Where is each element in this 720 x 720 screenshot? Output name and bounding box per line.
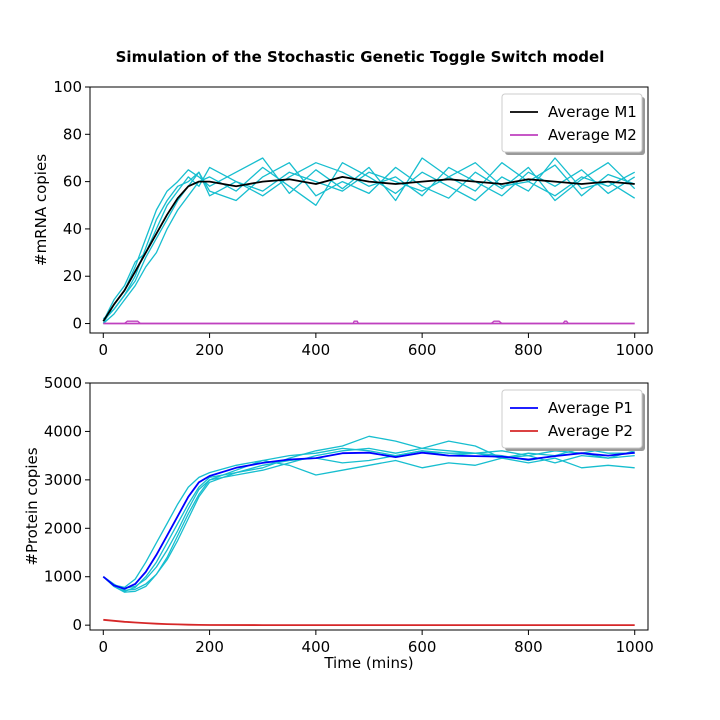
x-axis-label: Time (mins): [323, 654, 413, 672]
series-line-average-p1: [102, 451, 635, 590]
y-tick-label: 4000: [44, 422, 82, 440]
y-tick-label: 0: [72, 616, 82, 634]
legend-box: [501, 389, 643, 449]
legend: Average P1 Average P2: [501, 389, 645, 451]
series-line-replicate-4: [102, 447, 635, 591]
y-tick-label: 40: [63, 220, 82, 238]
x-tick-label: 200: [195, 341, 224, 359]
legend-label: Average P2: [548, 422, 633, 440]
legend-label: Average P1: [548, 399, 633, 417]
x-tick-label: 600: [408, 638, 437, 656]
legend-box: [501, 93, 643, 153]
x-tick-label: 600: [408, 341, 437, 359]
y-tick-label: 3000: [44, 471, 82, 489]
y-tick-label: 5000: [44, 374, 82, 392]
protein-chart: 0 200 400 600 800 1000 0 1000 2000 3000 4000 5000 Ti…: [23, 374, 654, 672]
y-tick-label: 60: [63, 173, 82, 191]
x-tick-label: 1000: [616, 638, 654, 656]
x-tick-label: 400: [302, 638, 331, 656]
y-tick-label: 2000: [44, 519, 82, 537]
x-tick-label: 800: [514, 638, 543, 656]
x-tick-label: 0: [99, 341, 109, 359]
y-tick-label: 80: [63, 125, 82, 143]
y-tick-label: 0: [72, 315, 82, 333]
series-group: [102, 157, 636, 325]
series-line-replicate-2: [102, 435, 635, 592]
series-group: [102, 435, 635, 626]
x-tick-label: 400: [302, 341, 331, 359]
x-tick-label: 1000: [616, 341, 654, 359]
figure-title: Simulation of the Stochastic Genetic Tog…: [116, 48, 605, 66]
x-tick-label: 200: [195, 638, 224, 656]
axes-frame: [89, 382, 649, 631]
series-line-replicate-5: [102, 445, 635, 589]
series-line-replicate-4: [102, 162, 636, 322]
series-line-average-p2: [103, 618, 635, 626]
legend-label: Average M2: [548, 126, 637, 144]
y-tick-label: 100: [53, 78, 82, 96]
series-line-replicate-6: [102, 162, 636, 322]
y-tick-label: 20: [63, 267, 82, 285]
series-line-replicate-3: [102, 457, 635, 589]
series-line-average-m1: [102, 175, 635, 322]
legend-label: Average M1: [548, 103, 637, 121]
mrna-chart: 0 200 400 600 800 1000 0 20 40 60 80 100 #mRNA copie…: [32, 78, 654, 359]
y-tick-label: 1000: [44, 568, 82, 586]
series-line-replicate-2: [102, 157, 635, 324]
y-axis-label: #Protein copies: [23, 447, 41, 565]
axes-frame: [89, 86, 649, 334]
legend: Average M1 Average M2: [501, 93, 645, 155]
y-axis-label: #mRNA copies: [32, 154, 50, 266]
series-line-replicate-5: [102, 157, 636, 324]
series-line-replicate-3: [102, 162, 636, 320]
x-tick-label: 800: [514, 341, 543, 359]
x-tick-label: 0: [99, 638, 109, 656]
